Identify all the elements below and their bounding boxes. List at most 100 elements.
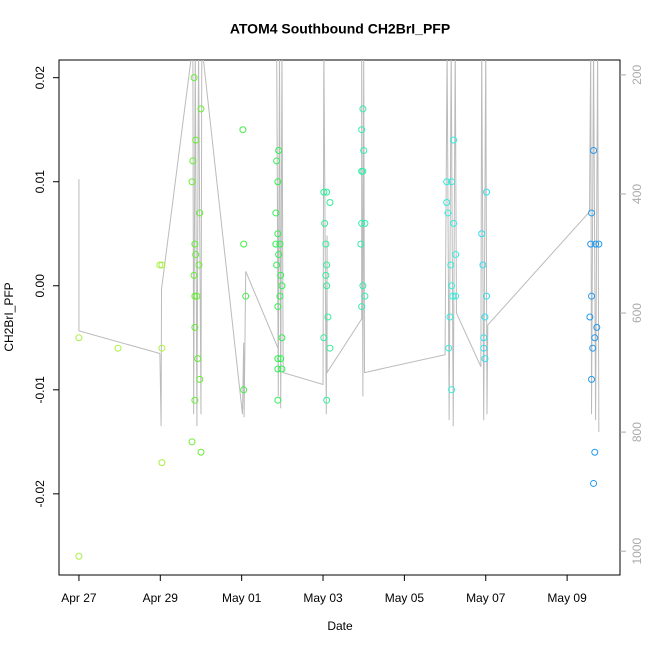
y-axis-label: CH2BrI_PFP — [2, 282, 16, 351]
y2-tick-label: 800 — [630, 422, 644, 442]
data-point — [189, 157, 197, 165]
data-point — [592, 240, 600, 248]
data-point — [191, 396, 199, 404]
data-point — [591, 448, 599, 456]
x-tick-label: Apr 27 — [61, 591, 97, 605]
data-point — [277, 355, 285, 363]
data-point — [452, 251, 460, 259]
data-point — [274, 230, 282, 238]
data-point — [75, 552, 83, 560]
data-point — [478, 230, 486, 238]
data-point — [276, 292, 284, 300]
data-point — [586, 313, 594, 321]
data-point — [450, 219, 458, 227]
data-point — [480, 344, 488, 352]
data-point — [321, 219, 329, 227]
data-point — [357, 240, 365, 248]
data-point — [443, 199, 451, 207]
data-point — [191, 323, 199, 331]
data-point — [361, 219, 369, 227]
data-point — [445, 344, 453, 352]
data-point — [194, 355, 202, 363]
data-point — [278, 334, 286, 342]
data-point — [481, 355, 489, 363]
x-tick-label: May 09 — [547, 591, 587, 605]
data-point — [483, 292, 491, 300]
data-point — [190, 74, 198, 82]
data-point — [275, 251, 283, 259]
data-point — [452, 292, 460, 300]
data-point — [448, 282, 456, 290]
y-tick-label: 0.00 — [33, 274, 47, 298]
data-point — [587, 240, 595, 248]
x-tick-label: May 05 — [385, 591, 425, 605]
data-point — [360, 147, 368, 155]
x-tick-label: May 07 — [466, 591, 506, 605]
data-point — [324, 313, 332, 321]
data-point — [481, 313, 489, 321]
data-point — [75, 334, 83, 342]
data-point — [448, 178, 456, 186]
data-point — [242, 292, 250, 300]
data-point — [273, 261, 281, 269]
y-tick-label: 0.02 — [33, 66, 47, 90]
data-point — [448, 386, 456, 394]
data-point — [114, 344, 122, 352]
data-point — [191, 292, 199, 300]
data-point — [197, 105, 205, 113]
data-point — [591, 334, 599, 342]
data-point — [188, 438, 196, 446]
data-point — [273, 157, 281, 165]
data-point — [447, 261, 455, 269]
data-point — [590, 147, 598, 155]
data-point — [449, 292, 457, 300]
x-tick-label: Apr 29 — [143, 591, 179, 605]
y-tick-label: 0.01 — [33, 170, 47, 194]
data-point — [320, 334, 328, 342]
data-point — [322, 240, 330, 248]
data-point — [323, 261, 331, 269]
data-point — [240, 240, 248, 248]
data-point — [323, 188, 331, 196]
data-point — [274, 355, 282, 363]
data-point — [443, 178, 451, 186]
data-point — [589, 344, 597, 352]
data-point — [358, 126, 366, 134]
y-tick-label: -0.02 — [33, 480, 47, 508]
data-point — [323, 396, 331, 404]
data-point — [480, 334, 488, 342]
data-point — [196, 375, 204, 383]
data-point — [276, 240, 284, 248]
data-point — [446, 313, 454, 321]
data-point — [196, 209, 204, 217]
data-point — [595, 240, 603, 248]
data-point — [274, 178, 282, 186]
data-point — [274, 365, 282, 373]
data-point — [278, 365, 286, 373]
data-point — [193, 292, 201, 300]
chart-title: ATOM4 Southbound CH2BrI_PFP — [230, 21, 450, 37]
data-point — [358, 303, 366, 311]
data-point — [361, 292, 369, 300]
data-point — [359, 282, 367, 290]
data-point — [326, 199, 334, 207]
data-point — [444, 209, 452, 217]
data-point — [588, 375, 596, 383]
data-point — [191, 240, 199, 248]
data-point — [192, 136, 200, 144]
data-point — [158, 344, 166, 352]
data-point — [195, 261, 203, 269]
data-point — [323, 282, 331, 290]
data-point — [322, 271, 330, 279]
data-point — [188, 178, 196, 186]
data-point — [240, 386, 248, 394]
x-axis-label: Date — [327, 619, 353, 633]
data-point — [156, 261, 164, 269]
data-point — [190, 271, 198, 279]
data-point — [358, 219, 366, 227]
data-point — [192, 251, 200, 259]
data-point — [274, 396, 282, 404]
data-point — [588, 292, 596, 300]
plot-frame — [58, 59, 621, 576]
